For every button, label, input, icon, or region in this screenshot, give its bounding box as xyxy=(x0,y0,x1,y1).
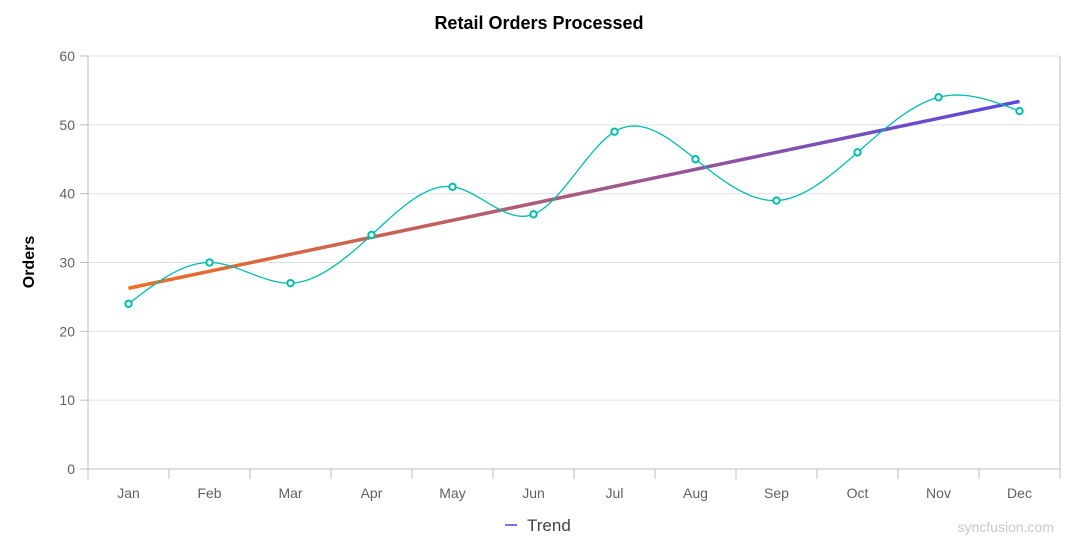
orders-spline xyxy=(128,94,1020,305)
y-tick-label: 0 xyxy=(67,461,75,477)
data-point-marker xyxy=(610,127,619,136)
data-point-marker xyxy=(367,230,376,240)
data-point-marker xyxy=(529,210,538,219)
watermark: syncfusion.com xyxy=(958,519,1054,535)
x-tick-label: Dec xyxy=(1007,485,1032,501)
y-tick-label: 20 xyxy=(59,323,75,339)
x-tick-label: Jun xyxy=(522,485,545,501)
data-point-marker xyxy=(286,278,295,288)
x-tick-label: Aug xyxy=(683,485,708,501)
y-tick-label: 30 xyxy=(59,255,75,271)
y-tick-label: 40 xyxy=(59,186,75,202)
data-point-marker xyxy=(205,258,214,267)
legend-trend-label[interactable]: Trend xyxy=(527,516,571,535)
y-axis-label: Orders xyxy=(21,236,38,289)
x-tick-label: Sep xyxy=(764,485,789,501)
data-point-marker xyxy=(448,182,457,191)
x-tick-label: Oct xyxy=(847,485,869,501)
y-tick-label: 50 xyxy=(59,117,75,133)
x-tick-label: Apr xyxy=(361,485,383,501)
data-point-marker xyxy=(124,299,133,308)
x-tick-label: Jan xyxy=(117,485,140,501)
x-tick-label: May xyxy=(439,485,465,501)
data-point-marker xyxy=(934,93,943,102)
y-tick-label: 60 xyxy=(59,48,75,64)
x-tick-label: Mar xyxy=(278,485,302,501)
data-point-marker xyxy=(691,155,700,164)
y-tick-label: 10 xyxy=(59,392,75,408)
x-tick-label: Feb xyxy=(197,485,221,501)
x-tick-label: Jul xyxy=(606,485,624,501)
chart-title: Retail Orders Processed xyxy=(434,13,643,33)
data-point-marker xyxy=(1015,106,1024,116)
data-point-marker xyxy=(772,196,781,205)
trend-line xyxy=(128,99,1020,290)
x-tick-label: Nov xyxy=(926,485,951,501)
data-point-marker xyxy=(853,148,862,157)
legend[interactable]: Trend xyxy=(505,516,571,535)
